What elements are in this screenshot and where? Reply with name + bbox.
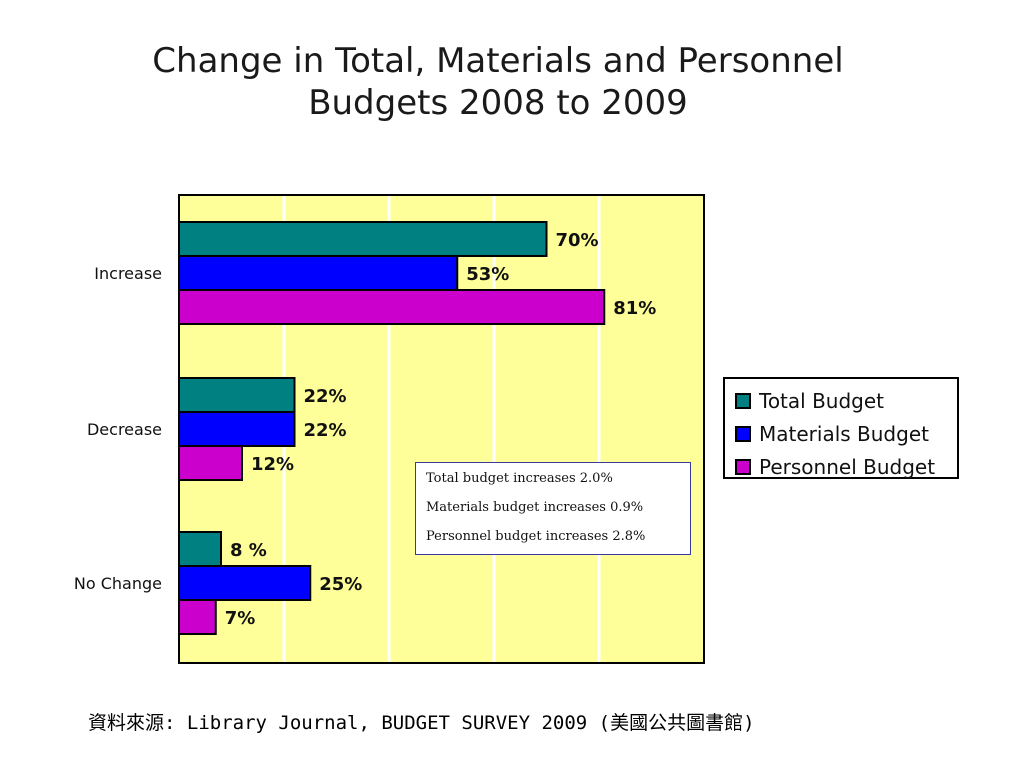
source-note: 資料來源: Library Journal, BUDGET SURVEY 200…	[88, 712, 755, 734]
category-labels: Increase Decrease No Change	[74, 264, 162, 593]
category-label-decrease: Decrease	[87, 420, 162, 439]
value-label-increase-personnel-budget: 81%	[613, 298, 656, 319]
bar-decrease-materials-budget	[178, 411, 296, 447]
category-label-no-change: No Change	[74, 574, 162, 593]
annotation-line-total: Total budget increases 2.0%	[426, 471, 613, 486]
plot-border	[178, 194, 705, 664]
value-label-increase-materials-budget: 53%	[466, 264, 509, 285]
category-label-increase: Increase	[94, 264, 162, 283]
bar-no-change-materials-budget	[178, 565, 312, 601]
chart-title-line-1: Change in Total, Materials and Personnel	[152, 41, 844, 81]
bar-decrease-personnel-budget	[178, 445, 243, 481]
legend-label: Materials Budget	[759, 421, 929, 446]
value-label-no-change-total-budget: 8 %	[230, 540, 267, 561]
chart-title-line-2: Budgets 2008 to 2009	[308, 83, 688, 123]
bar-no-change-total-budget	[178, 531, 222, 567]
chart-title: Change in Total, Materials and Personnel…	[0, 40, 996, 124]
annotation-line-personnel: Personnel budget increases 2.8%	[426, 529, 646, 544]
bar-decrease-total-budget	[178, 377, 296, 413]
annotation-line-materials: Materials budget increases 0.9%	[426, 500, 644, 515]
annotation-box: Total budget increases 2.0% Materials bu…	[415, 462, 691, 555]
bars	[178, 221, 606, 635]
legend-label: Personnel Budget	[759, 454, 936, 479]
bar-increase-materials-budget	[178, 255, 459, 291]
legend-swatch	[735, 458, 751, 475]
bar-no-change-personnel-budget	[178, 599, 217, 635]
value-label-no-change-materials-budget: 25%	[319, 574, 362, 595]
legend-item-total-budget: Total Budget	[735, 384, 957, 417]
legend-item-personnel-budget: Personnel Budget	[735, 450, 957, 483]
legend-label: Total Budget	[759, 388, 884, 413]
legend: Total Budget Materials Budget Personnel Bu…	[723, 377, 959, 479]
value-labels: 70% 53% 81% 22% 22% 12% 8 % 25% 7%	[225, 230, 657, 629]
value-label-decrease-total-budget: 22%	[304, 386, 347, 407]
bar-increase-personnel-budget	[178, 289, 606, 325]
bar-increase-total-budget	[178, 221, 548, 257]
value-label-decrease-materials-budget: 22%	[304, 420, 347, 441]
value-label-increase-total-budget: 70%	[556, 230, 599, 251]
value-label-no-change-personnel-budget: 7%	[225, 608, 256, 629]
legend-item-materials-budget: Materials Budget	[735, 417, 957, 450]
legend-swatch	[735, 392, 751, 409]
legend-swatch	[735, 425, 751, 442]
value-label-decrease-personnel-budget: 12%	[251, 454, 294, 475]
